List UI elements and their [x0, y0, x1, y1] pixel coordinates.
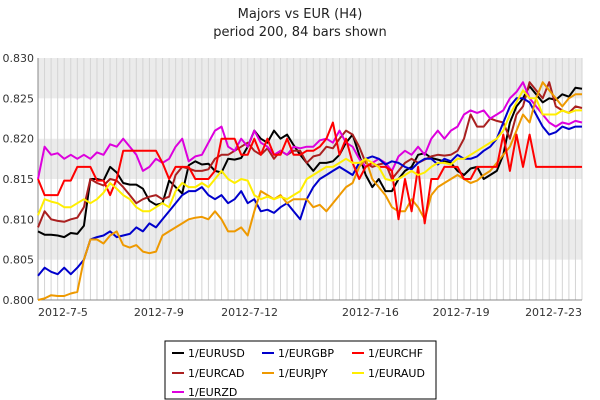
- series-line-1eurchf: [37, 121, 582, 225]
- x-tick-label: 2012-7-9: [134, 306, 184, 319]
- series-line-1euraud: [37, 89, 582, 216]
- series-line-1eurgbp: [37, 97, 582, 277]
- legend-label: 1/EURCAD: [188, 367, 244, 380]
- x-tick-label: 2012-7-19: [433, 306, 490, 319]
- legend: 1/EURUSD 1/EURGBP 1/EURCHF 1/EURCAD 1/EURJPY…: [164, 340, 437, 400]
- x-tick-label: 2012-7-12: [221, 306, 278, 319]
- legend-items: 1/EURUSD 1/EURGBP 1/EURCHF 1/EURCAD 1/EURJPY…: [172, 347, 425, 399]
- x-axis: 2012-7-5 2012-7-9 2012-7-12 2012-7-16 2012-7…: [38, 306, 582, 319]
- y-tick-label: 0.830: [3, 52, 35, 65]
- plot-band: [38, 219, 582, 260]
- plot-band: [38, 179, 582, 220]
- y-axis: 0.800 0.805 0.810 0.815 0.820 0.825 0.830: [3, 52, 35, 307]
- x-tick-label: 2012-7-23: [525, 306, 582, 319]
- plot-band: [38, 58, 582, 99]
- x-tick-label: 2012-7-16: [342, 306, 399, 319]
- series-line-1eurusd: [37, 85, 583, 239]
- legend-label: 1/EURUSD: [188, 347, 245, 360]
- legend-label: 1/EURAUD: [368, 367, 425, 380]
- legend-label: 1/EURGBP: [278, 347, 334, 360]
- plot-band: [38, 259, 582, 300]
- y-tick-label: 0.820: [3, 133, 35, 146]
- y-tick-label: 0.800: [3, 294, 35, 307]
- series-line-1eurzd: [37, 81, 583, 180]
- legend-label: 1/EURJPY: [278, 367, 328, 380]
- y-tick-label: 0.825: [3, 92, 35, 105]
- chart-subtitle: period 200, 84 bars shown: [213, 25, 387, 40]
- series-line-1eurjpy: [37, 81, 582, 301]
- x-tick-label: 2012-7-5: [38, 306, 88, 319]
- y-tick-label: 0.805: [3, 254, 35, 267]
- legend-box: [164, 340, 437, 400]
- legend-label: 1/EURCHF: [368, 347, 423, 360]
- y-tick-label: 0.810: [3, 213, 35, 226]
- chart-title: Majors vs EUR (H4): [238, 7, 363, 22]
- y-tick-label: 0.815: [3, 173, 35, 186]
- legend-label: 1/EURZD: [188, 386, 237, 399]
- series-layer: [37, 81, 583, 301]
